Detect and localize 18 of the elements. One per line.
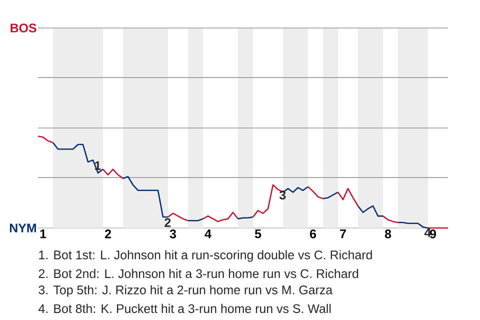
annotation: 2 <box>164 218 171 227</box>
x-tick-label: 8 <box>384 230 392 238</box>
x-tick-label: 6 <box>310 230 316 238</box>
x-tick-label: 3 <box>170 230 176 238</box>
x-tick-label: 2 <box>104 230 111 238</box>
x-tick-label: 7 <box>340 230 346 238</box>
annotation: 3 <box>279 190 286 200</box>
x-tick-label: 5 <box>254 230 262 238</box>
x-tick-label: 1 <box>40 230 46 238</box>
x-tick-label: 9 <box>430 230 436 238</box>
text: 2. Bot 2nd: L. Johnson hit a 3-run home run vs C. Richard <box>38 268 358 278</box>
text: NYM <box>10 224 36 232</box>
text: 3. Top 5th: J. Rizzo hit a 2-run home run vs M. Garza <box>38 285 333 297</box>
x-tick-label: 4 <box>204 230 212 238</box>
annotation: 1 <box>94 161 101 170</box>
text: BOS <box>10 24 36 32</box>
text: 4. Bot 8th: K. Puckett hit a 3-run home run vs S. Wall <box>38 304 331 314</box>
text: 1. Bot 1st: L. Johnson hit a run-scoring double vs C. Richard <box>39 250 372 262</box>
